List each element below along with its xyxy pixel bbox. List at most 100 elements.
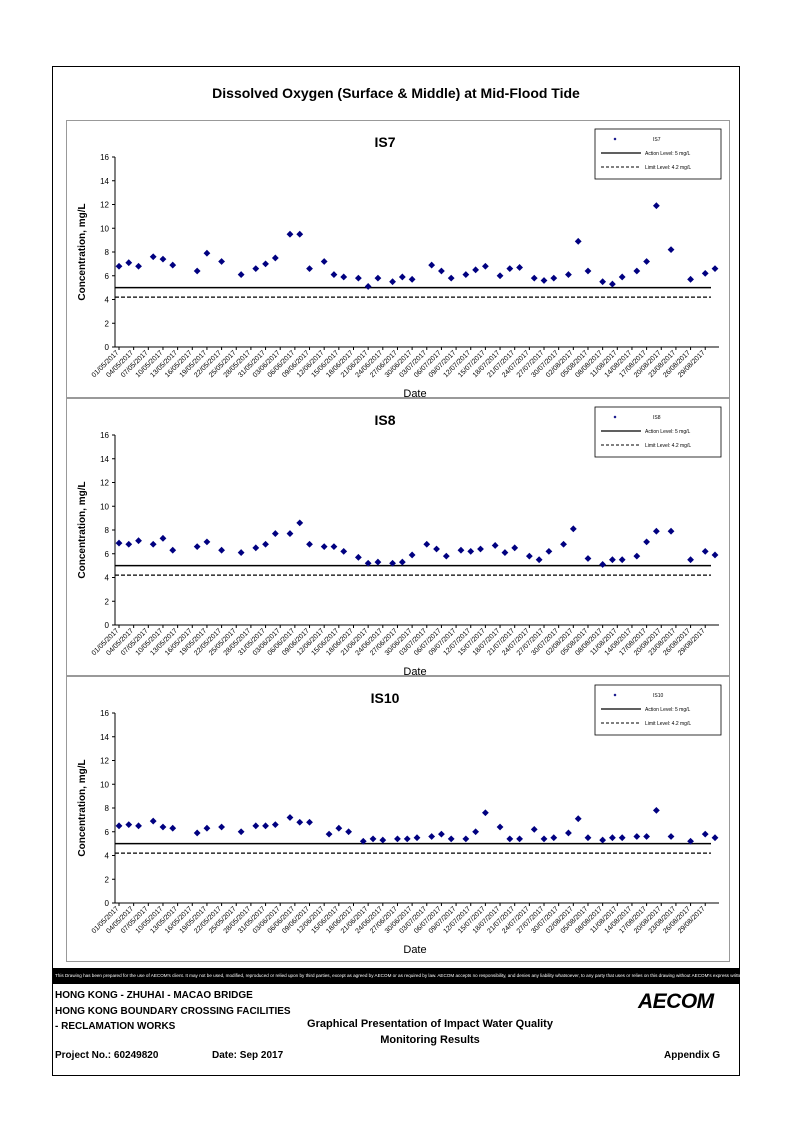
- y-tick-label: 2: [105, 875, 110, 884]
- data-point: [687, 556, 694, 564]
- drawing-date: Date: Sep 2017: [212, 1050, 284, 1061]
- data-point: [540, 835, 548, 843]
- y-tick-label: 10: [100, 780, 109, 789]
- y-tick-label: 6: [105, 828, 110, 837]
- data-point: [530, 825, 538, 833]
- data-point: [398, 558, 406, 566]
- data-point: [618, 834, 626, 842]
- data-point: [467, 547, 475, 555]
- y-tick-label: 4: [105, 296, 110, 305]
- legend-marker: [613, 693, 617, 697]
- data-point: [545, 547, 553, 555]
- data-point: [565, 829, 572, 837]
- page-title: Dissolved Oxygen (Surface & Middle) at M…: [212, 85, 580, 101]
- data-point: [115, 539, 123, 547]
- data-point: [135, 262, 142, 270]
- data-point: [516, 264, 523, 271]
- data-point: [354, 274, 362, 282]
- data-point: [711, 551, 719, 559]
- data-point: [618, 273, 626, 281]
- disclaimer-bar: This Drawing has been prepared for the u…: [52, 968, 740, 984]
- data-point: [115, 822, 123, 830]
- data-point: [481, 809, 489, 817]
- data-point: [560, 540, 567, 548]
- data-point: [218, 258, 225, 265]
- y-tick-label: 12: [100, 479, 109, 488]
- data-point: [364, 283, 372, 290]
- data-point: [286, 230, 294, 238]
- data-point: [496, 272, 504, 280]
- y-tick-label: 10: [100, 502, 109, 511]
- data-point: [125, 259, 133, 267]
- data-point: [599, 836, 607, 844]
- y-axis-title: Concentration, mg/L: [77, 759, 88, 856]
- data-point: [442, 552, 450, 560]
- data-point: [540, 277, 548, 284]
- data-point: [599, 278, 607, 286]
- data-point: [159, 534, 167, 542]
- data-point: [306, 818, 313, 826]
- data-point: [296, 519, 304, 527]
- data-point: [369, 835, 377, 843]
- data-point: [584, 834, 592, 842]
- data-point: [643, 833, 651, 840]
- data-point: [394, 835, 401, 843]
- data-point: [135, 822, 142, 830]
- legend-entry-label: IS10: [653, 693, 664, 699]
- data-point: [252, 544, 260, 552]
- data-point: [481, 262, 489, 270]
- data-point: [472, 266, 480, 274]
- chart-panel-is7: IS7 0 2 4 6 8 10 12 14 16 01/05/2017 04/05/2017 07/0…: [66, 120, 730, 399]
- legend-box: [594, 128, 722, 180]
- data-point: [345, 828, 353, 836]
- data-point: [643, 538, 651, 546]
- y-tick-label: 16: [100, 709, 109, 718]
- data-point: [428, 261, 436, 269]
- drawing-title-line-2: Monitoring Results: [380, 1034, 480, 1046]
- chart-is7: IS7024681012141601/05/201704/05/201707/0…: [77, 128, 722, 399]
- legend-box: [594, 684, 722, 736]
- data-point: [252, 822, 260, 830]
- chart-title: IS8: [374, 412, 395, 428]
- data-point: [306, 540, 313, 548]
- data-point: [462, 835, 470, 843]
- data-point: [125, 540, 133, 548]
- data-point: [159, 255, 167, 263]
- data-point: [306, 265, 313, 273]
- y-tick-label: 0: [105, 899, 110, 908]
- data-point: [530, 274, 538, 282]
- data-point: [438, 830, 445, 838]
- data-point: [330, 271, 338, 278]
- legend-entry-label: IS7: [653, 137, 661, 143]
- data-point: [149, 817, 157, 825]
- legend-marker: [613, 137, 617, 141]
- data-point: [169, 261, 177, 269]
- legend-marker: [613, 415, 617, 419]
- data-point: [325, 830, 333, 838]
- data-point: [574, 237, 582, 245]
- data-point: [652, 527, 660, 535]
- data-point: [271, 254, 279, 262]
- data-point: [506, 835, 514, 843]
- data-point: [687, 837, 694, 845]
- y-tick-label: 8: [105, 804, 110, 813]
- data-point: [320, 543, 328, 551]
- data-point: [457, 546, 465, 554]
- data-point: [428, 833, 436, 840]
- data-point: [203, 538, 211, 546]
- data-point: [462, 271, 470, 278]
- drawing-frame: [52, 66, 740, 1076]
- data-point: [447, 274, 455, 282]
- data-point: [193, 267, 201, 275]
- chart-title: IS7: [374, 134, 395, 150]
- data-point: [271, 821, 279, 829]
- chart-panel-is8: IS8 0 2 4 6 8 10 12 14 16 01/05/2017 04/05/2017 07/0…: [66, 398, 730, 677]
- data-point: [354, 553, 362, 561]
- data-point: [237, 271, 245, 278]
- y-tick-label: 14: [100, 455, 109, 464]
- aecom-logo: AECOM: [638, 990, 714, 1013]
- data-point: [423, 540, 431, 548]
- y-tick-label: 14: [100, 733, 109, 742]
- data-point: [711, 834, 719, 842]
- data-point: [218, 546, 225, 554]
